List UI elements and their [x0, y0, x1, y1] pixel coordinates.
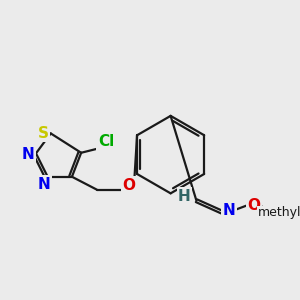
Text: H: H: [178, 189, 191, 204]
Text: N: N: [222, 203, 235, 218]
Text: Cl: Cl: [98, 134, 114, 149]
Text: O: O: [123, 178, 136, 193]
Text: N: N: [21, 147, 34, 162]
Text: O: O: [247, 198, 260, 213]
Text: S: S: [38, 126, 49, 141]
Text: N: N: [38, 177, 51, 192]
Text: methyl: methyl: [258, 206, 300, 219]
